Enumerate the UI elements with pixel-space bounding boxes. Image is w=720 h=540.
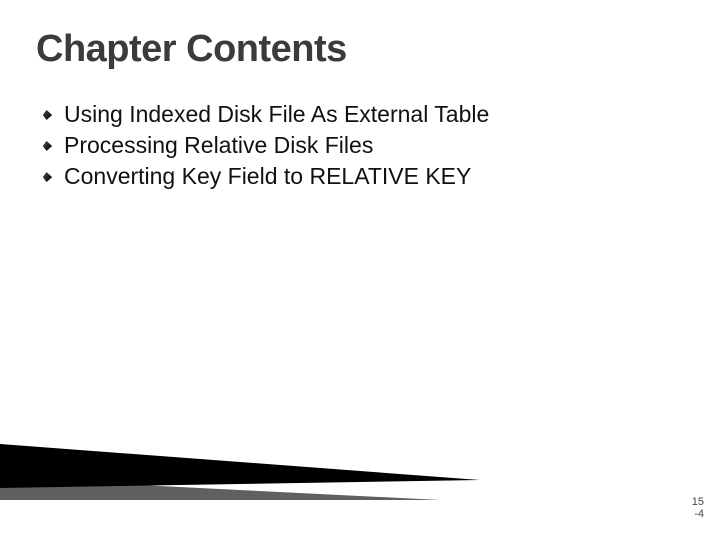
page-number-line2: -4: [692, 508, 704, 520]
page-number-line1: 15: [692, 496, 704, 508]
list-item: Using Indexed Disk File As External Tabl…: [42, 99, 684, 130]
wedge-top: [0, 444, 480, 488]
slide-container: Chapter Contents Using Indexed Disk File…: [0, 0, 720, 540]
list-item: Converting Key Field to RELATIVE KEY: [42, 161, 684, 192]
list-item: Processing Relative Disk Files: [42, 130, 684, 161]
bullet-list: Using Indexed Disk File As External Tabl…: [36, 99, 684, 192]
wedge-bottom: [0, 478, 440, 500]
page-title: Chapter Contents: [36, 28, 684, 71]
decorative-wedge-icon: [0, 444, 480, 500]
page-number: 15 -4: [692, 496, 704, 520]
